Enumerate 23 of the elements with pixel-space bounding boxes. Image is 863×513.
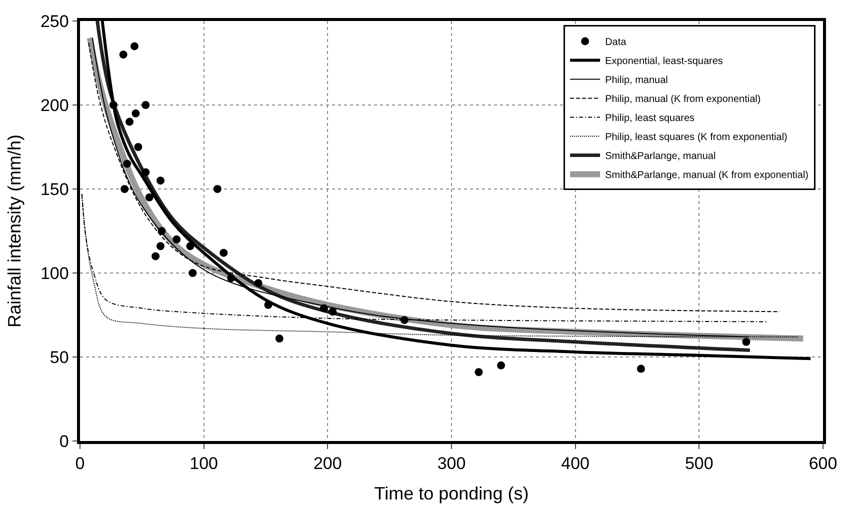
legend-label: Philip, manual (K from exponential) (605, 94, 761, 106)
legend-label: Philip, least squares (K from exponential) (605, 132, 788, 144)
x-tick-label: 0 (75, 454, 85, 474)
legend-label: Smith&Parlange, manual (K from exponential) (605, 170, 809, 182)
x-tick-label: 200 (313, 454, 342, 474)
legend-label: Data (605, 37, 627, 48)
x-axis-title: Time to ponding (s) (374, 483, 529, 504)
x-tick-label: 300 (437, 454, 466, 474)
y-tick-label: 250 (40, 12, 69, 31)
y-tick-label: 150 (40, 180, 69, 199)
y-tick-label: 200 (40, 96, 69, 115)
y-tick-label: 0 (59, 432, 69, 451)
legend-label: Smith&Parlange, manual (605, 151, 716, 162)
x-tick-label: 500 (684, 454, 714, 474)
legend-label: Philip, manual (605, 75, 668, 86)
x-tick-label: 400 (561, 454, 590, 474)
legend-label: Philip, least squares (605, 113, 695, 124)
x-tick-label: 100 (190, 454, 218, 474)
legend-label: Exponential, least-squares (605, 56, 723, 68)
y-tick-label: 50 (50, 348, 69, 367)
y-tick-label: 100 (40, 264, 69, 283)
x-tick-label: 600 (808, 454, 838, 474)
y-axis-title: Rainfall intensity (mm/h) (4, 134, 25, 328)
